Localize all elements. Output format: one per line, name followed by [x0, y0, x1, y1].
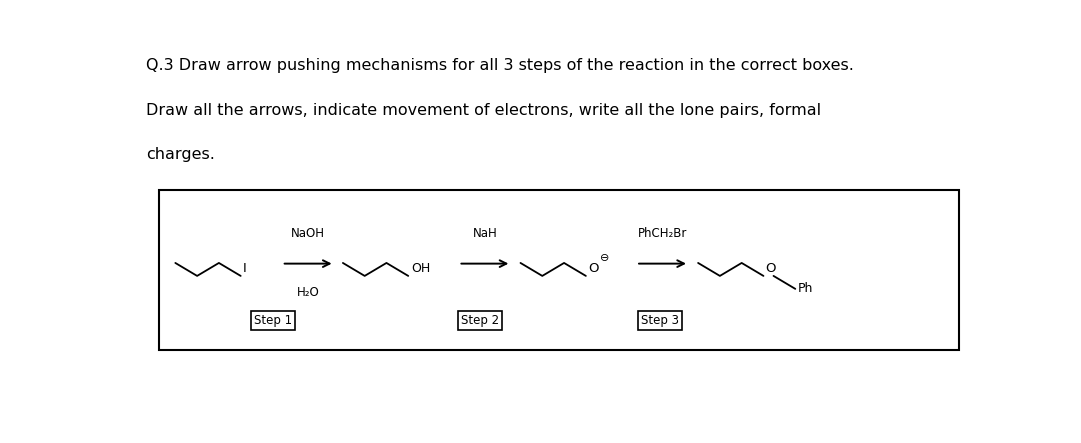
Text: Step 2: Step 2: [462, 315, 499, 327]
Text: O: O: [765, 262, 776, 275]
Text: charges.: charges.: [146, 147, 215, 162]
Text: Step 1: Step 1: [254, 315, 293, 327]
Text: ⊖: ⊖: [600, 253, 610, 263]
Text: Step 3: Step 3: [641, 315, 680, 327]
Text: PhCH₂Br: PhCH₂Br: [638, 227, 688, 240]
Text: OH: OH: [411, 262, 430, 275]
Text: Ph: Ph: [798, 282, 813, 295]
Text: NaH: NaH: [472, 227, 497, 240]
Text: Draw all the arrows, indicate movement of electrons, write all the lone pairs, f: Draw all the arrows, indicate movement o…: [146, 103, 822, 118]
Text: Q.3 Draw arrow pushing mechanisms for all 3 steps of the reaction in the correct: Q.3 Draw arrow pushing mechanisms for al…: [146, 58, 854, 73]
FancyBboxPatch shape: [159, 190, 959, 350]
Text: I: I: [243, 262, 246, 275]
Text: H₂O: H₂O: [297, 286, 320, 299]
Text: NaOH: NaOH: [291, 227, 325, 240]
Text: O: O: [588, 262, 599, 275]
